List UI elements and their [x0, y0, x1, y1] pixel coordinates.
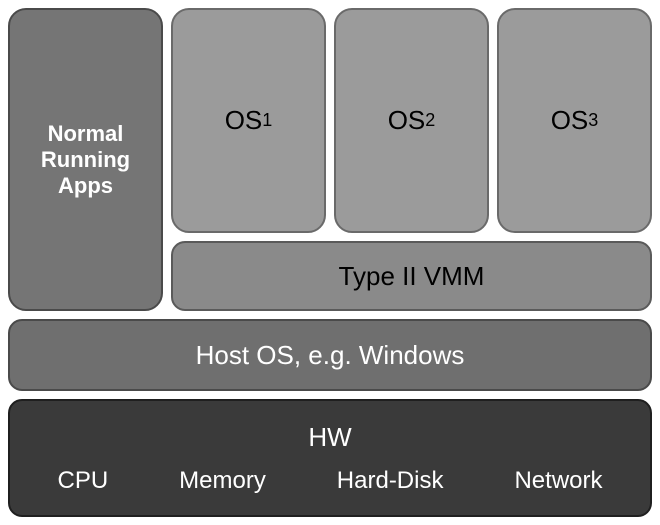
vmm-label: Type II VMM — [339, 261, 485, 292]
type2-vmm-architecture-diagram: Normal Running Apps OS1 OS2 OS3 Type II … — [8, 8, 652, 517]
host-label: Host OS, e.g. Windows — [196, 340, 465, 371]
hw-title: HW — [308, 422, 351, 453]
os-label: OS — [225, 105, 263, 136]
apps-line1: Normal — [48, 121, 124, 147]
hardware-layer: HW CPU Memory Hard-Disk Network — [8, 399, 652, 517]
guest-os-1: OS1 — [171, 8, 326, 233]
normal-apps-box: Normal Running Apps — [8, 8, 163, 311]
os-label: OS — [551, 105, 589, 136]
hw-parts-row: CPU Memory Hard-Disk Network — [10, 467, 650, 495]
top-row: Normal Running Apps OS1 OS2 OS3 Type II … — [8, 8, 652, 311]
guest-os-2: OS2 — [334, 8, 489, 233]
hw-part-network: Network — [514, 467, 602, 495]
hw-part-harddisk: Hard-Disk — [337, 467, 444, 495]
hw-part-cpu: CPU — [57, 467, 108, 495]
apps-line3: Apps — [58, 173, 113, 199]
os-label: OS — [388, 105, 426, 136]
host-os-layer: Host OS, e.g. Windows — [8, 319, 652, 391]
apps-line2: Running — [41, 147, 130, 173]
os-sub-3: 3 — [588, 110, 598, 131]
vmm-layer: Type II VMM — [171, 241, 652, 311]
os-sub-2: 2 — [425, 110, 435, 131]
hw-part-memory: Memory — [179, 467, 266, 495]
right-stack: OS1 OS2 OS3 Type II VMM — [171, 8, 652, 311]
guest-os-row: OS1 OS2 OS3 — [171, 8, 652, 233]
os-sub-1: 1 — [262, 110, 272, 131]
guest-os-3: OS3 — [497, 8, 652, 233]
